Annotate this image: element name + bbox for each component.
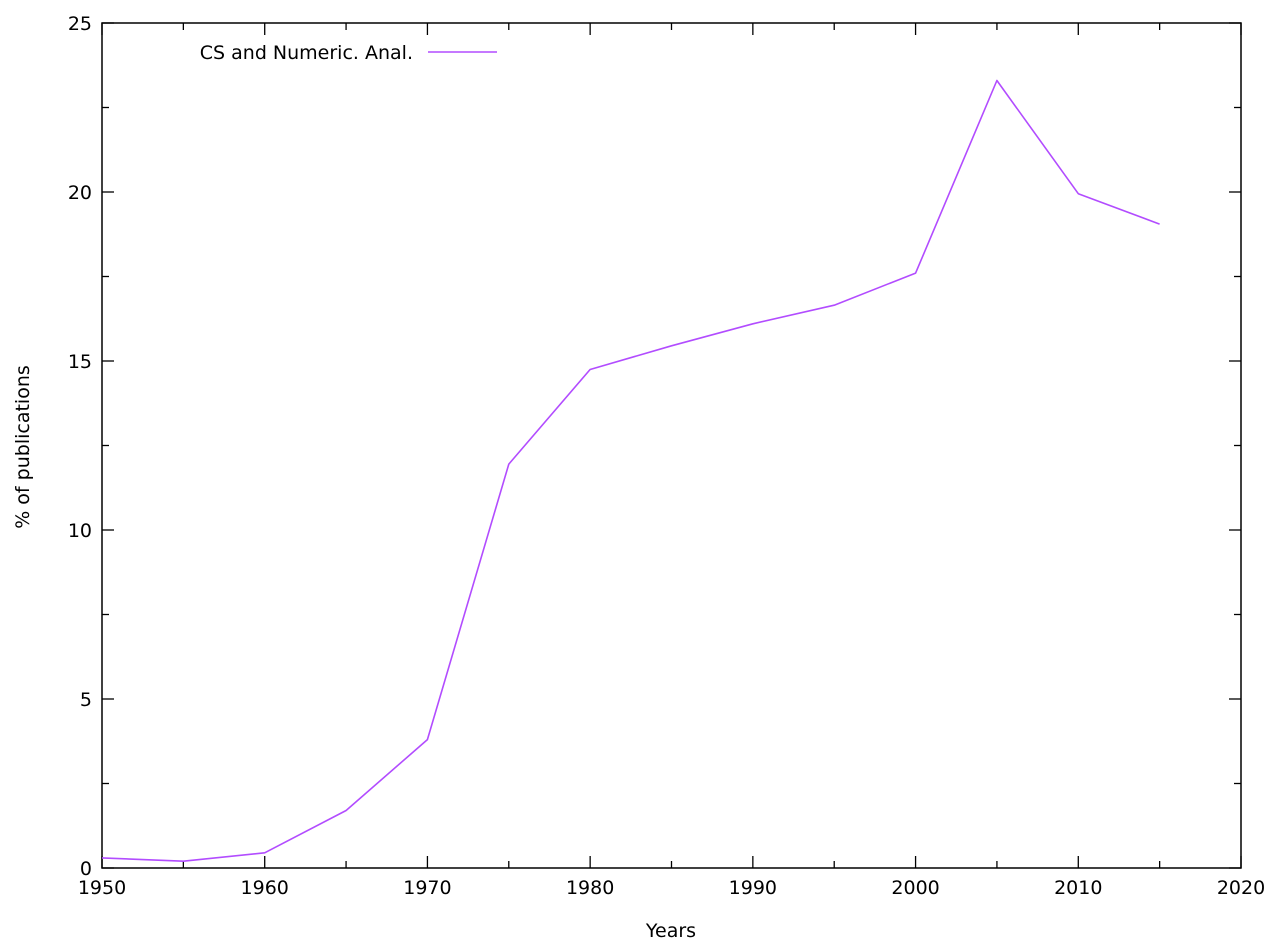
x-tick-label: 2020 [1217, 877, 1265, 899]
x-tick-label: 2010 [1054, 877, 1102, 899]
x-axis-title: Years [645, 920, 696, 942]
legend-label: CS and Numeric. Anal. [200, 42, 413, 64]
x-tick-label: 1990 [729, 877, 777, 899]
y-tick-label: 20 [68, 182, 92, 204]
series-line [101, 79, 1160, 863]
y-tick-label: 25 [68, 13, 92, 35]
x-tick-label: 1960 [241, 877, 289, 899]
y-axis-title: % of publications [12, 365, 34, 529]
x-tick-label: 1950 [78, 877, 126, 899]
y-tick-label: 0 [80, 858, 92, 880]
x-tick-label: 1980 [566, 877, 614, 899]
y-tick-label: 5 [80, 689, 92, 711]
x-tick-label: 1970 [403, 877, 451, 899]
x-tick-label: 2000 [891, 877, 939, 899]
y-tick-label: 10 [68, 520, 92, 542]
y-tick-label: 15 [68, 351, 92, 373]
plot-frame [101, 22, 1242, 869]
